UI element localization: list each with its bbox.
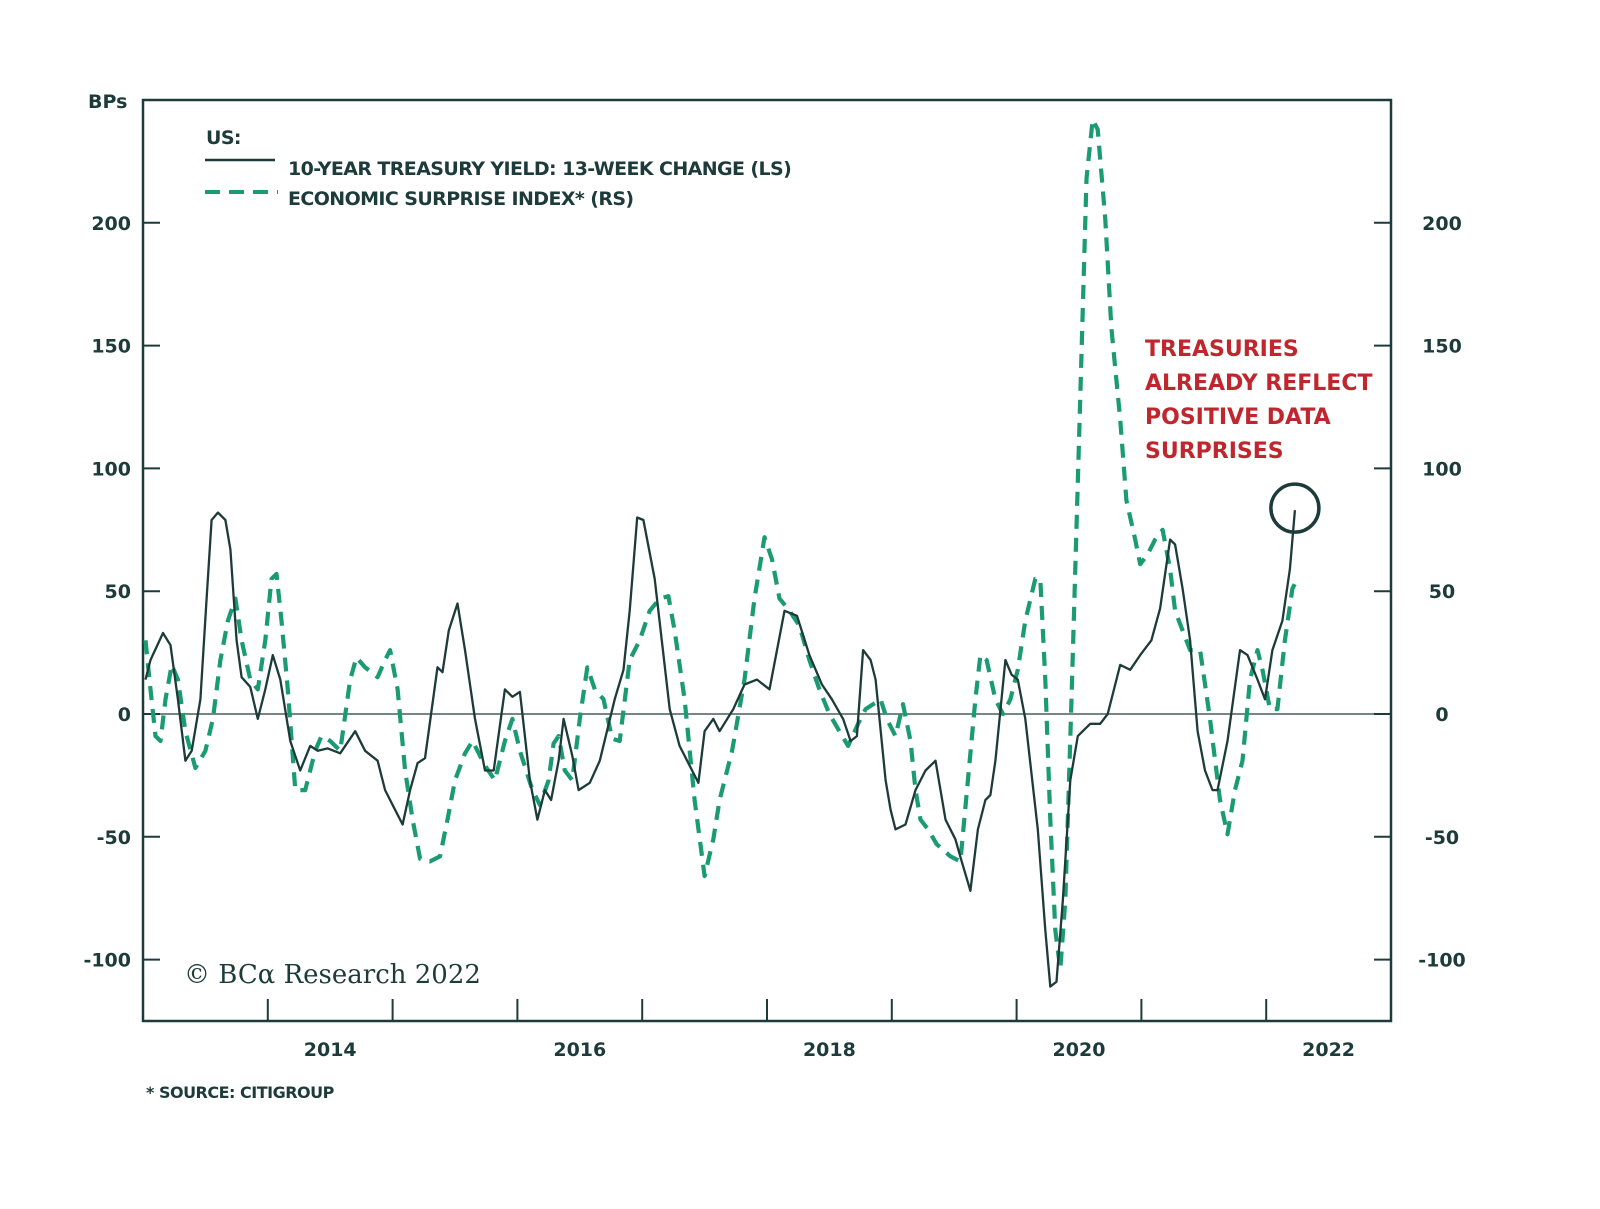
- plot-area: -100 -100 -50 -50 0 0 50 50 100 100 150 150 200 200 20…: [83, 98, 1466, 1061]
- footnote: * SOURCE: CITIGROUP: [146, 1083, 335, 1102]
- y-axis-label: BPs: [88, 91, 127, 113]
- legend-item-treasury: 10-YEAR TREASURY YIELD: 13-WEEK CHANGE (…: [288, 158, 791, 180]
- y-tick-label-left: 200: [91, 213, 131, 235]
- x-tick-label: 2022: [1302, 1039, 1355, 1061]
- y-tick-label-left: 50: [105, 581, 131, 603]
- y-tick-label-left: -100: [83, 950, 131, 972]
- y-tick-label-right: -50: [1425, 827, 1459, 849]
- annotation: TREASURIES ALREADY REFLECT POSITIVE DATA…: [1145, 337, 1373, 464]
- y-tick-label-right: -100: [1418, 950, 1466, 972]
- legend: US: 10-YEAR TREASURY YIELD: 13-WEEK CHAN…: [205, 127, 792, 210]
- series-economic-surprise-index: [143, 117, 1300, 972]
- annotation-circle: [1269, 482, 1321, 534]
- y-tick-label-right: 0: [1435, 704, 1448, 726]
- annotation-line-4: SURPRISES: [1145, 439, 1284, 464]
- legend-title: US:: [206, 127, 241, 149]
- y-tick-label-right: 150: [1422, 336, 1462, 358]
- legend-item-esi: ECONOMIC SURPRISE INDEX* (RS): [288, 188, 634, 210]
- y-tick-label-right: 100: [1422, 458, 1462, 480]
- y-tick-label-left: 150: [91, 336, 131, 358]
- annotation-line-2: ALREADY REFLECT: [1145, 371, 1373, 396]
- series-treasury-yield-change: [144, 510, 1297, 988]
- x-tick-label: 2018: [803, 1039, 856, 1061]
- y-tick-label-left: 0: [118, 704, 131, 726]
- x-tick-label: 2014: [304, 1039, 357, 1061]
- x-tick-label: 2020: [1053, 1039, 1106, 1061]
- annotation-line-1: TREASURIES: [1145, 337, 1299, 362]
- y-tick-label-right: 200: [1422, 213, 1462, 235]
- x-tick-label: 2016: [553, 1039, 606, 1061]
- y-tick-label-right: 50: [1429, 581, 1455, 603]
- plot-frame: [141, 98, 1393, 1023]
- y-tick-label-left: 100: [91, 458, 131, 480]
- copyright: © BCα Research 2022: [184, 960, 481, 990]
- annotation-line-3: POSITIVE DATA: [1145, 405, 1331, 430]
- y-tick-label-left: -50: [97, 827, 131, 849]
